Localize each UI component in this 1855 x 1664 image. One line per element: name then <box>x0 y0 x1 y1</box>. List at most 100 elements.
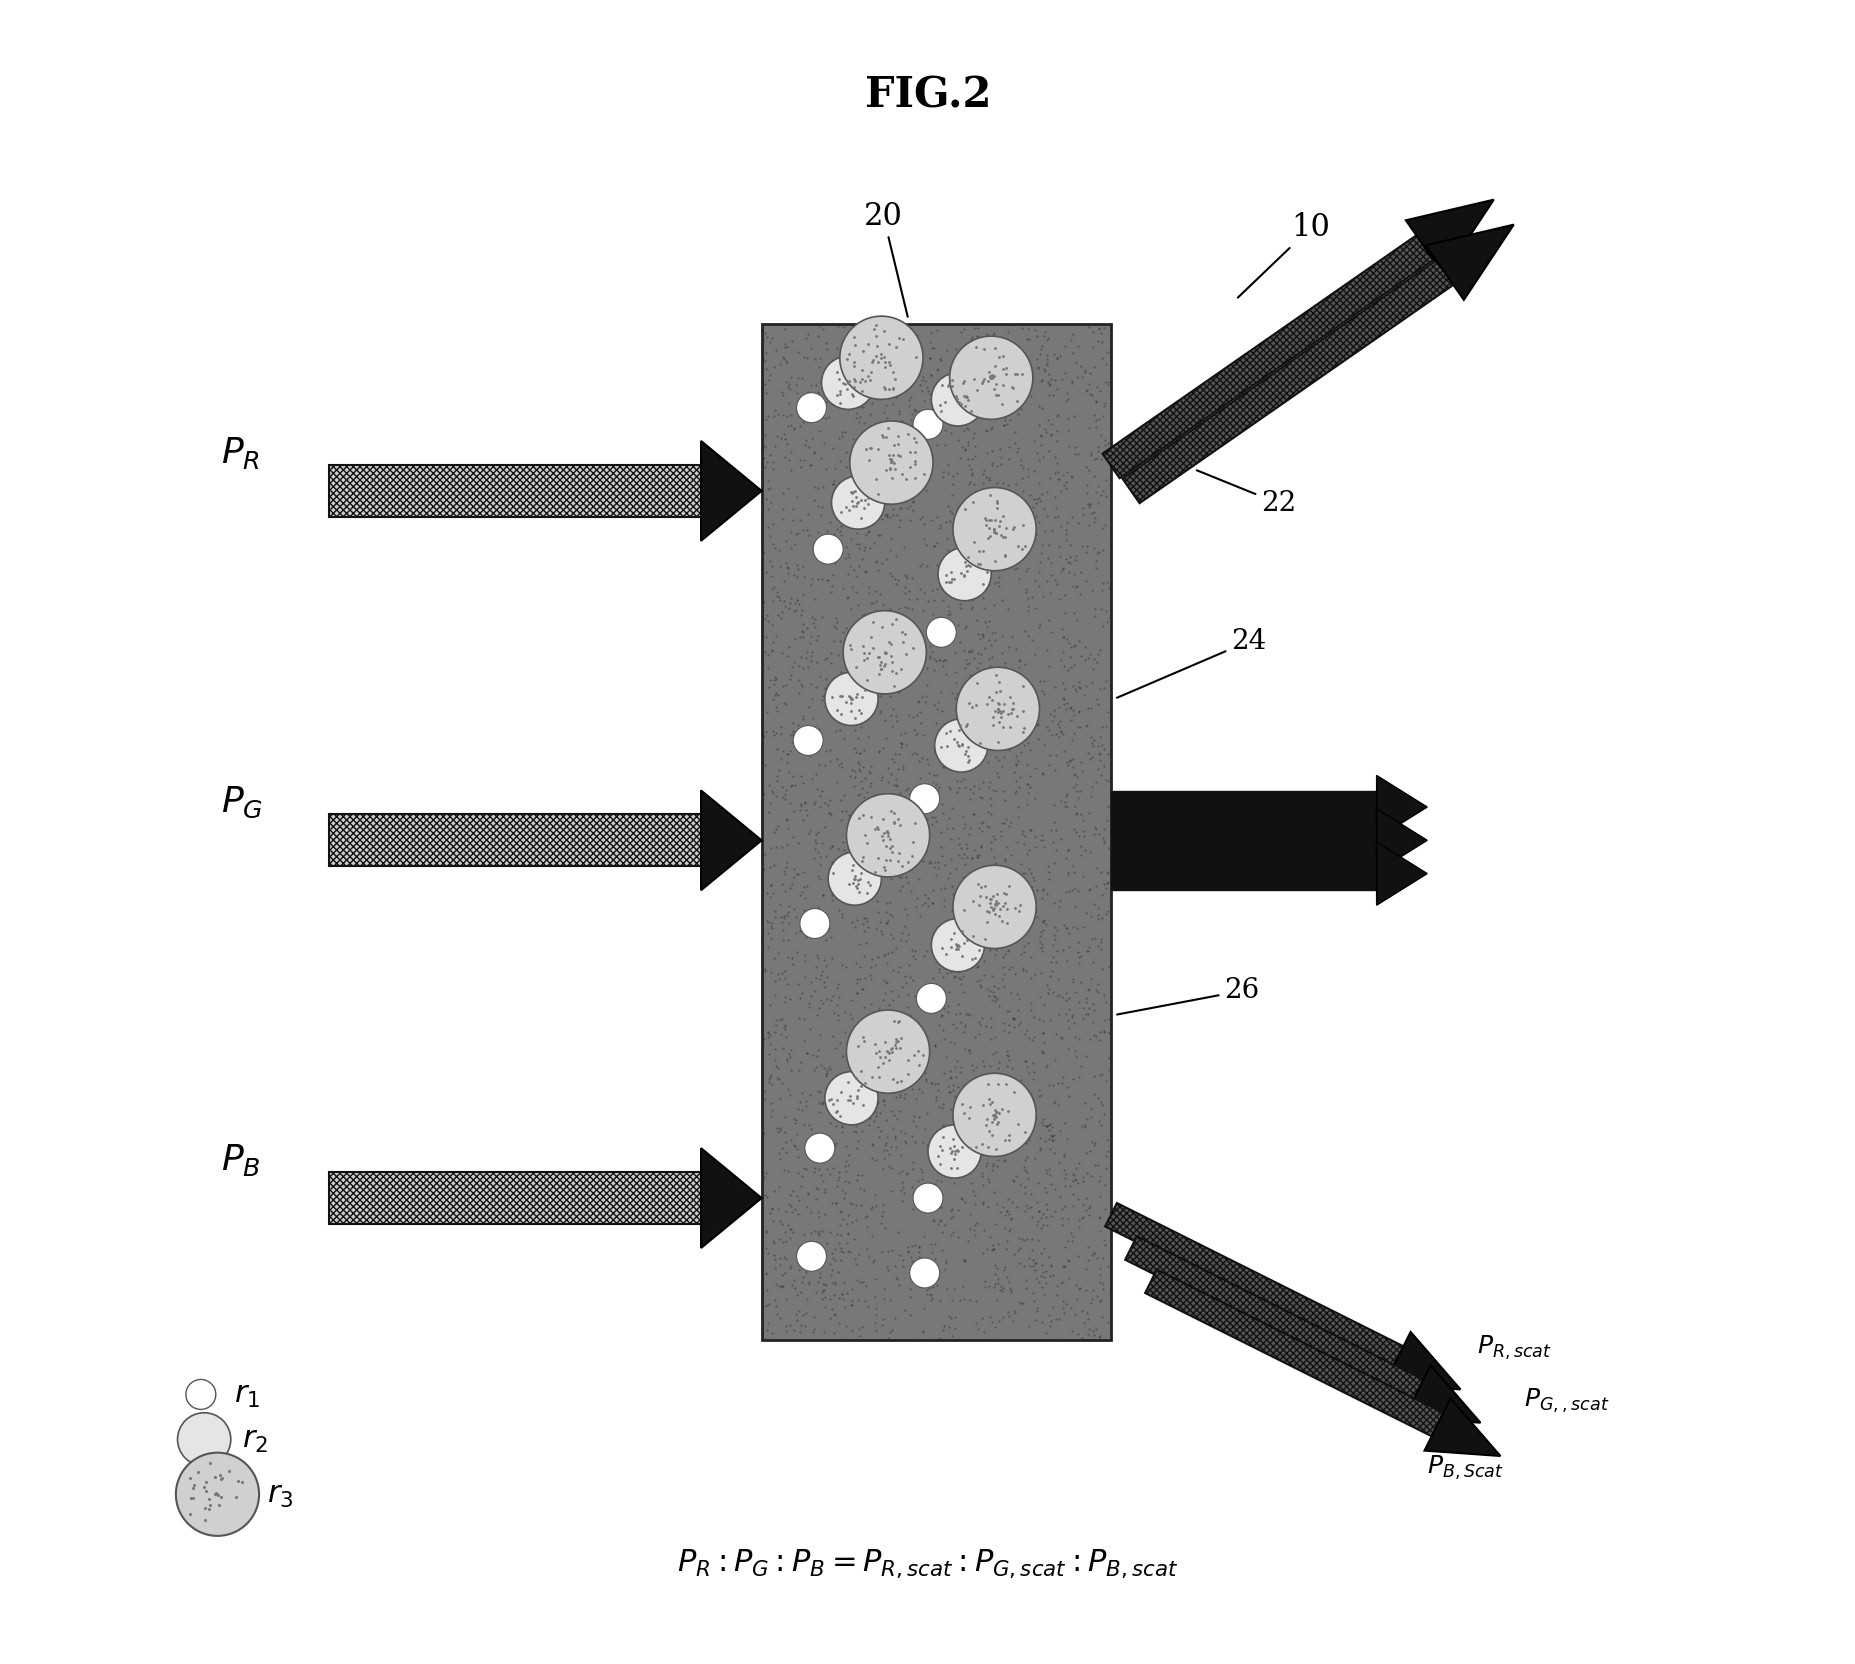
Point <box>991 404 1020 431</box>
Point <box>824 709 853 735</box>
Point <box>928 934 957 960</box>
Point <box>870 661 900 687</box>
Point <box>1050 1165 1080 1191</box>
Point <box>1005 1073 1035 1100</box>
Point <box>1031 353 1061 379</box>
Point <box>961 576 991 602</box>
Point <box>751 699 781 726</box>
Point <box>968 894 998 920</box>
Text: $P_{R,scat}$: $P_{R,scat}$ <box>1477 1335 1551 1361</box>
Point <box>1063 699 1093 726</box>
Point <box>1089 1102 1119 1128</box>
Circle shape <box>928 1125 981 1178</box>
Point <box>876 889 905 915</box>
Point <box>851 483 881 509</box>
Point <box>957 424 987 451</box>
Point <box>807 1278 837 1305</box>
Point <box>911 1185 940 1211</box>
Point <box>783 1057 812 1083</box>
Point <box>1070 1000 1100 1027</box>
Point <box>790 426 820 453</box>
Point <box>1078 890 1107 917</box>
Point <box>1078 463 1107 489</box>
Point <box>1054 657 1083 684</box>
Point <box>926 366 955 393</box>
Point <box>774 892 803 919</box>
Point <box>781 389 811 416</box>
Point <box>953 684 983 711</box>
Point <box>850 905 879 932</box>
Point <box>961 323 991 349</box>
Point <box>978 438 1007 464</box>
Point <box>928 1316 957 1343</box>
Point <box>1026 937 1055 963</box>
Point <box>870 354 900 381</box>
Point <box>805 1052 835 1078</box>
Point <box>983 993 1013 1020</box>
Point <box>1072 471 1102 498</box>
Point <box>1011 1191 1041 1218</box>
Point <box>1028 1211 1057 1238</box>
Point <box>953 1105 983 1132</box>
Point <box>898 1025 928 1052</box>
Point <box>844 814 874 840</box>
Point <box>1087 403 1117 429</box>
Point <box>1022 323 1052 349</box>
Point <box>811 952 840 978</box>
Point <box>764 1145 794 1171</box>
Point <box>764 536 794 562</box>
Point <box>770 592 800 619</box>
Point <box>972 418 1002 444</box>
Point <box>920 1325 950 1351</box>
Point <box>831 626 861 652</box>
Point <box>1054 985 1083 1012</box>
Point <box>1000 1298 1030 1325</box>
Point <box>809 429 838 456</box>
Point <box>766 1007 796 1033</box>
Point <box>918 532 948 559</box>
Point <box>1052 860 1081 887</box>
Point <box>844 930 874 957</box>
Point <box>874 651 903 677</box>
Point <box>1063 1025 1093 1052</box>
Point <box>825 749 855 775</box>
Point <box>870 1107 900 1133</box>
Point <box>896 423 926 449</box>
Point <box>1022 1211 1052 1238</box>
Point <box>881 765 911 792</box>
Point <box>1074 995 1104 1022</box>
Point <box>1013 456 1043 483</box>
Point <box>955 1140 985 1166</box>
Point <box>992 634 1022 661</box>
Point <box>818 561 848 587</box>
Point <box>1031 324 1061 351</box>
Point <box>970 1268 1000 1295</box>
Point <box>872 1123 902 1150</box>
Point <box>787 398 816 424</box>
Point <box>772 348 801 374</box>
Point <box>902 586 931 612</box>
Point <box>1076 967 1106 993</box>
Point <box>768 401 798 428</box>
Point <box>1013 780 1043 807</box>
Point <box>1028 1112 1057 1138</box>
Point <box>903 338 933 364</box>
Point <box>935 775 965 802</box>
Point <box>877 825 907 852</box>
Circle shape <box>913 409 942 439</box>
Point <box>840 739 870 765</box>
Point <box>1000 514 1030 541</box>
Point <box>961 1310 991 1336</box>
Point <box>812 1053 842 1080</box>
Point <box>940 885 970 912</box>
Point <box>929 1060 959 1087</box>
Point <box>872 1130 902 1156</box>
Point <box>1041 1281 1070 1308</box>
Point <box>1009 1253 1039 1280</box>
Point <box>1011 349 1041 376</box>
Point <box>933 592 963 619</box>
Point <box>803 1218 833 1245</box>
Point <box>801 1280 831 1306</box>
Point <box>894 1276 924 1303</box>
Point <box>1054 995 1083 1022</box>
